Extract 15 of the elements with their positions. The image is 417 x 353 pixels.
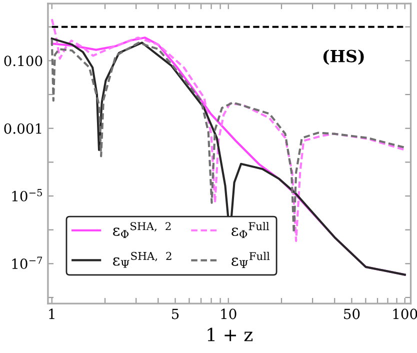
annotation: (HS): [323, 49, 364, 65]
legend-label: ε$_{Φ}$$^{Full}$: [232, 222, 270, 238]
x-tick-label: 5: [172, 308, 179, 320]
legend-label: ε$_{Ψ}$$^{Full}$: [232, 252, 270, 268]
x-tick-label: 1: [49, 308, 54, 319]
y-tick-label: 10$^{−7}$: [12, 256, 42, 270]
x-axis-title: 1 + z: [208, 328, 252, 342]
y-tick-label: 0.100: [4, 56, 42, 66]
x-tick-label: 50: [344, 308, 360, 320]
x-tick-label: 10: [221, 308, 236, 320]
legend-label: ε$_{Ψ}$$^{SHA, 2}$: [113, 252, 172, 268]
x-tick-label: 100: [393, 308, 417, 320]
legend-label: ε$_{Φ}$$^{SHA, 2}$: [113, 222, 171, 238]
y-tick-label: 0.001: [4, 123, 42, 134]
y-tick-label: 10$^{−5}$: [12, 189, 42, 202]
